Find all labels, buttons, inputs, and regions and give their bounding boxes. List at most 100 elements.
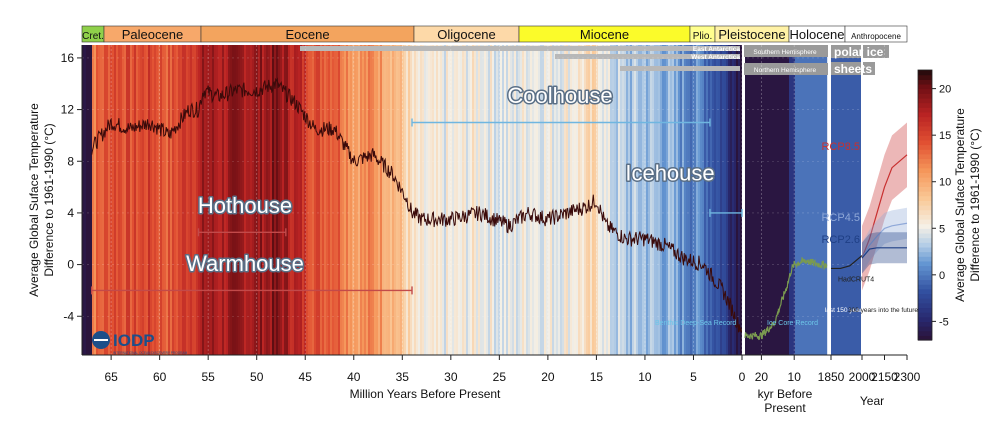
scenario-band (862, 232, 907, 274)
stripe (180, 45, 183, 355)
stripe (488, 45, 491, 355)
x-tick-label: 35 (396, 370, 410, 384)
stripe (310, 45, 313, 355)
stripe (622, 45, 625, 355)
stripe (160, 45, 163, 355)
colorbar-cell (918, 153, 932, 160)
stripe (400, 45, 403, 355)
series-hadcrut4 (831, 255, 863, 270)
stripe (452, 45, 455, 355)
x-tick-label: 0 (739, 370, 746, 384)
colorbar-cell (918, 316, 932, 322)
stripe (674, 45, 677, 355)
stripe (252, 45, 255, 355)
stripe (246, 45, 249, 355)
stripe (456, 45, 459, 355)
stripe (110, 45, 113, 355)
stripe (724, 45, 727, 355)
stripe (440, 45, 443, 355)
stripe (116, 45, 119, 355)
stripe (602, 45, 605, 355)
stripe (472, 45, 475, 355)
stripe (302, 45, 305, 355)
stripe (478, 45, 481, 355)
stripe (138, 45, 141, 355)
colorbar-cell (918, 326, 932, 332)
x-axis-title-year: Year (860, 394, 884, 408)
stripe (132, 45, 135, 355)
stripe (386, 45, 389, 355)
stripe (610, 45, 613, 355)
stripe (524, 45, 527, 355)
stripe (462, 45, 465, 355)
stripe (318, 45, 321, 355)
stripe (805, 45, 808, 355)
stripe (432, 45, 435, 355)
stripe (708, 45, 711, 355)
x-axis-title-kyr-2: Present (764, 401, 806, 415)
stripe (660, 45, 663, 355)
ice-core-record-label: Ice Core Record (767, 320, 818, 327)
colorbar-cell (918, 167, 932, 174)
stripe (484, 45, 487, 355)
stripe (730, 45, 733, 355)
stripe (769, 45, 772, 355)
stripe (540, 45, 543, 355)
stripe (582, 45, 585, 355)
stripe (720, 45, 723, 355)
stripe (178, 45, 181, 355)
stripe (418, 45, 421, 355)
stripe (740, 45, 743, 355)
stripe (340, 45, 343, 355)
colorbar-cell (918, 200, 932, 206)
colorbar-cell (918, 116, 932, 122)
stripe (624, 45, 627, 355)
scenario-band (862, 207, 907, 274)
stripe (202, 45, 205, 355)
stripe (166, 45, 169, 355)
logo-subtitle: INTERNATIONAL OCEAN DISCOVERY PROGRAM (113, 351, 188, 355)
stripe (722, 45, 725, 355)
stripe (614, 45, 617, 355)
colorbar-cell (918, 74, 932, 80)
stripe (773, 45, 776, 355)
annotation-label: Warmhouse (186, 251, 304, 276)
stripe (428, 45, 431, 355)
stripe (402, 45, 405, 355)
stripe (620, 45, 623, 355)
stripe (734, 45, 737, 355)
stripe (650, 45, 653, 355)
colorbar-cell (918, 293, 932, 299)
stripe (690, 45, 693, 355)
stripe (130, 45, 133, 355)
stripe (168, 45, 171, 355)
stripe (118, 45, 121, 355)
stripe (797, 45, 800, 355)
stripe (831, 45, 862, 355)
stripe (338, 45, 341, 355)
colorbar-cell (918, 312, 932, 318)
stripe (596, 45, 599, 355)
stripe (656, 45, 659, 355)
ice-box-northern (742, 63, 828, 75)
stripe (360, 45, 363, 355)
colorbar-cell (918, 270, 932, 276)
stripe (480, 45, 483, 355)
note-300-future: 300 years into the future (848, 307, 918, 314)
stripe (372, 45, 375, 355)
stripe (124, 45, 127, 355)
colorbar-cell (918, 223, 932, 229)
x-tick-label: 2300 (894, 370, 921, 384)
stripe (348, 45, 351, 355)
x-axis-title-kyr: kyr Before (758, 387, 813, 401)
stripe (220, 45, 223, 355)
stripe (242, 45, 245, 355)
stripe (140, 45, 143, 355)
logo-text: IODP (113, 331, 155, 350)
stripe (468, 45, 471, 355)
stripe (757, 45, 760, 355)
stripe (817, 45, 820, 355)
ice-label-west: West Antarctica (691, 54, 740, 61)
stripe (126, 45, 129, 355)
